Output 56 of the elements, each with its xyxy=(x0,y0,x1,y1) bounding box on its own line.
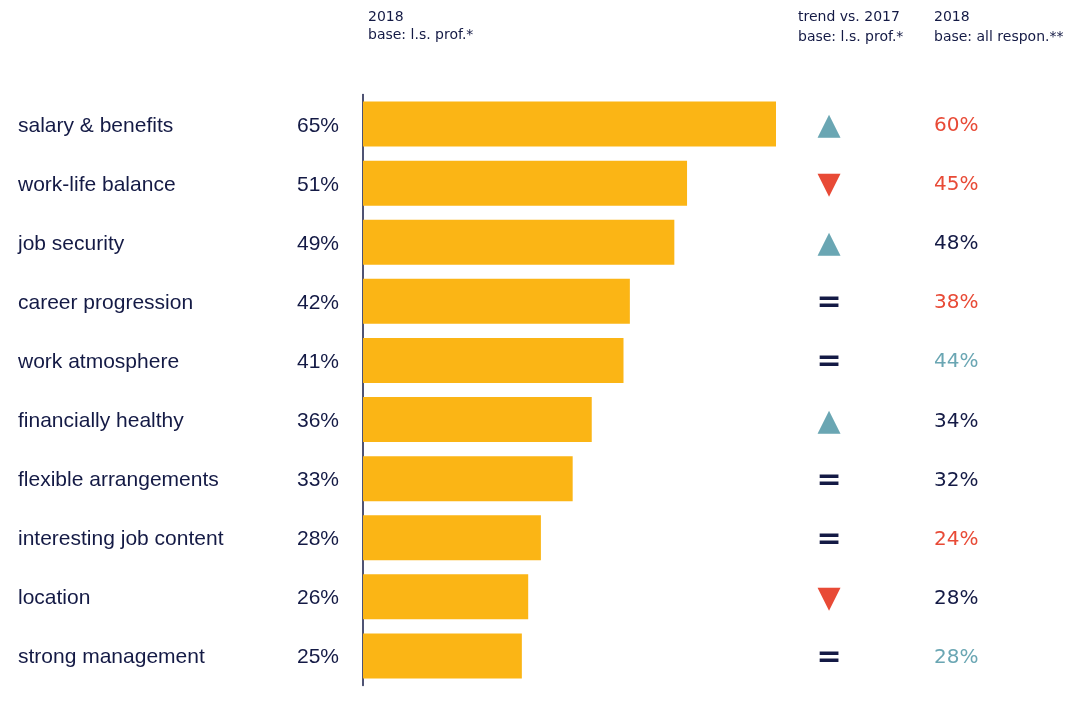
text: = xyxy=(815,460,843,496)
y-tick-label: work atmosphere xyxy=(17,348,180,372)
bar xyxy=(363,219,675,265)
data-label: 65% xyxy=(296,112,339,136)
bar xyxy=(363,160,688,206)
data-label: 51% xyxy=(296,171,339,195)
bar xyxy=(363,574,529,620)
bar xyxy=(363,515,541,561)
text: base: l.s. prof.* xyxy=(798,27,904,46)
chart-title: 2018 xyxy=(368,8,404,24)
y-tick-label: strong management xyxy=(18,644,205,668)
text: ▲ xyxy=(816,224,842,260)
bar xyxy=(363,633,522,679)
y-tick-label: job security xyxy=(17,230,125,254)
data-label: 33% xyxy=(296,467,339,491)
y-tick-label: location xyxy=(18,585,91,609)
data-label: 42% xyxy=(296,289,339,313)
text: 32% xyxy=(934,466,979,491)
bar xyxy=(363,337,624,383)
bar xyxy=(363,101,776,147)
text: trend vs. 2017 xyxy=(798,7,901,26)
text: 44% xyxy=(934,348,979,373)
text: = xyxy=(815,637,843,673)
data-label: 36% xyxy=(296,408,339,432)
data-label: 41% xyxy=(296,348,339,372)
text: 28% xyxy=(934,643,979,668)
y-tick-label: salary & benefits xyxy=(18,112,174,136)
data-label: 26% xyxy=(296,585,339,609)
bar xyxy=(363,397,592,443)
text: 48% xyxy=(934,230,979,255)
text: = xyxy=(815,283,843,319)
text: = xyxy=(815,342,843,378)
y-tick-label: financially healthy xyxy=(18,408,185,432)
text: 45% xyxy=(934,171,979,196)
text: base: all respon.** xyxy=(934,27,1064,46)
y-tick-label: work-life balance xyxy=(17,171,176,195)
text: 24% xyxy=(934,525,979,550)
text: 2018 xyxy=(934,7,971,26)
text: ▲ xyxy=(816,401,842,437)
data-label: 49% xyxy=(296,230,339,254)
chart-subtitle: base: l.s. prof.* xyxy=(368,26,474,42)
text: 38% xyxy=(934,289,979,314)
text: 60% xyxy=(934,112,979,137)
y-tick-label: career progression xyxy=(18,289,194,313)
y-tick-label: interesting job content xyxy=(18,526,224,550)
data-label: 28% xyxy=(296,526,339,550)
text: = xyxy=(815,519,843,555)
text: ▲ xyxy=(816,106,842,142)
data-label: 25% xyxy=(296,644,339,668)
bar xyxy=(363,456,573,502)
text: 28% xyxy=(934,584,979,609)
text: ▼ xyxy=(816,578,842,614)
bar xyxy=(363,278,630,324)
text: 34% xyxy=(934,407,979,432)
text: ▼ xyxy=(816,165,842,201)
y-tick-label: flexible arrangements xyxy=(18,467,219,491)
